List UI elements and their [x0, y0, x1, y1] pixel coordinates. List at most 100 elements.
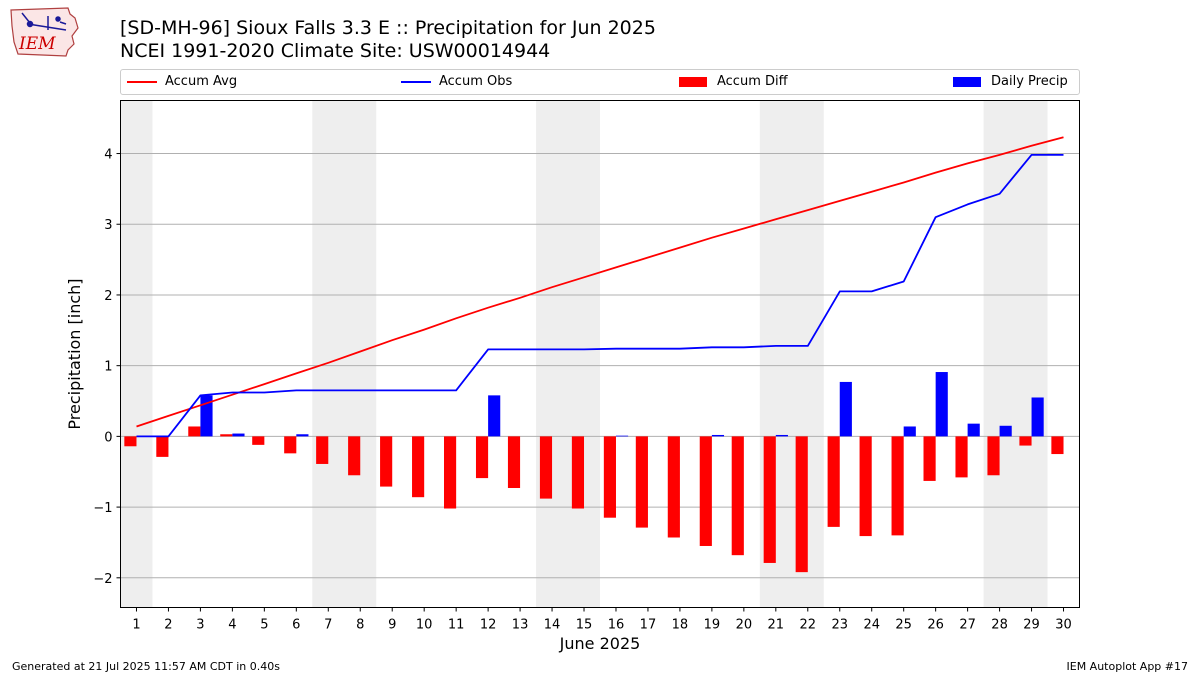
y-tick-label: 2	[104, 289, 112, 304]
x-tick-label: 7	[324, 618, 332, 633]
x-tick-label: 9	[388, 618, 396, 633]
accum-diff-bar	[955, 436, 968, 478]
accum-diff-bar	[539, 436, 553, 499]
daily-precip-bar	[488, 395, 501, 437]
x-axis-label: June 2025	[559, 634, 641, 653]
daily-precip-bar	[903, 426, 916, 437]
iem-logo: IEM	[10, 7, 79, 57]
x-tick-label: 22	[800, 618, 817, 633]
x-tick-label: 19	[704, 618, 721, 633]
daily-precip-bar	[615, 435, 629, 437]
x-tick-label: 5	[260, 618, 268, 633]
chart-subtitle: NCEI 1991-2020 Climate Site: USW00014944	[120, 40, 551, 62]
autoplot-app-id: IEM Autoplot App #17	[1066, 660, 1189, 673]
y-axis-label: Precipitation [inch]	[65, 278, 84, 429]
x-tick-label: 4	[228, 618, 236, 633]
accum-diff-bar	[348, 436, 361, 476]
legend-swatch-accum-obs	[401, 81, 431, 83]
y-tick-label: −1	[93, 501, 112, 516]
weather-station-icon	[21, 12, 67, 31]
daily-precip-bar	[839, 381, 852, 437]
x-tick-label: 21	[768, 618, 785, 633]
x-tick-label: 26	[927, 618, 944, 633]
accum-diff-bar	[252, 436, 265, 445]
daily-precip-bar	[967, 423, 980, 437]
accum-diff-bar	[1051, 436, 1064, 455]
accum-diff-bar	[731, 436, 744, 556]
x-tick-label: 30	[1055, 618, 1072, 633]
accum-diff-bar	[316, 436, 329, 464]
x-tick-label: 18	[672, 618, 689, 633]
accum-diff-bar	[475, 436, 489, 479]
daily-precip-bar	[775, 434, 788, 437]
legend-swatch-accum-avg	[127, 81, 157, 83]
accum-diff-bar	[284, 436, 297, 454]
legend-label-accum-diff: Accum Diff	[717, 74, 788, 89]
accum-diff-bar	[412, 436, 425, 498]
x-tick-label: 24	[863, 618, 880, 633]
y-tick-label: 4	[104, 148, 112, 163]
accum-diff-bar	[380, 436, 393, 487]
x-tick-label: 29	[1023, 618, 1040, 633]
daily-precip-bar	[232, 433, 245, 437]
accum-diff-bar	[635, 436, 648, 528]
accum-diff-bar	[156, 436, 169, 457]
weekend-shading	[312, 100, 377, 608]
weekend-shading	[983, 100, 1048, 608]
accum-diff-bar	[507, 436, 521, 488]
legend-label-accum-avg: Accum Avg	[165, 74, 238, 89]
accum-diff-bar	[571, 436, 585, 509]
accum-diff-bar	[923, 436, 936, 481]
weekend-shading	[536, 100, 600, 608]
daily-precip-bar	[200, 395, 213, 437]
x-tick-label: 3	[196, 618, 204, 633]
accum-obs-line	[136, 153, 1064, 438]
x-tick-label: 14	[544, 618, 561, 633]
weekend-shading	[120, 100, 153, 608]
x-tick-label: 16	[608, 618, 625, 633]
accum-diff-bar	[859, 436, 872, 537]
x-tick-label: 11	[448, 618, 465, 633]
x-tick-label: 15	[576, 618, 593, 633]
accum-diff-bar	[763, 436, 776, 563]
y-tick-label: 1	[104, 360, 112, 375]
chart-title: [SD-MH-96] Sioux Falls 3.3 E :: Precipit…	[120, 17, 656, 39]
accum-avg-line	[136, 136, 1064, 428]
x-tick-label: 27	[959, 618, 976, 633]
daily-precip-bar	[999, 425, 1012, 437]
accum-diff-bar	[1019, 436, 1032, 446]
accum-diff-bar	[220, 434, 233, 437]
x-tick-label: 28	[991, 618, 1008, 633]
x-tick-label: 20	[736, 618, 753, 633]
x-tick-label: 2	[164, 618, 172, 633]
accum-diff-bar	[827, 436, 840, 527]
x-tick-label: 25	[895, 618, 912, 633]
daily-precip-bar	[296, 434, 309, 437]
legend-label-accum-obs: Accum Obs	[439, 74, 513, 89]
x-tick-label: 13	[512, 618, 529, 633]
legend-label-daily-precip: Daily Precip	[991, 74, 1068, 89]
y-tick-label: 3	[104, 218, 112, 233]
accum-diff-bar	[667, 436, 680, 538]
y-tick-label: 0	[104, 430, 112, 445]
x-tick-label: 8	[356, 618, 364, 633]
accum-diff-bar	[699, 436, 712, 546]
chart-legend: Accum Avg Accum Obs Accum Diff Daily Pre…	[120, 69, 1080, 95]
accum-diff-bar	[987, 436, 1000, 476]
x-tick-label: 12	[480, 618, 497, 633]
x-tick-label: 1	[132, 618, 140, 633]
daily-precip-bar	[711, 434, 725, 437]
x-tick-label: 17	[640, 618, 657, 633]
daily-precip-bar	[1031, 397, 1044, 437]
x-tick-label: 10	[416, 618, 433, 633]
x-tick-label: 23	[831, 618, 848, 633]
x-tick-label: 6	[292, 618, 300, 633]
plot-frame	[120, 100, 1080, 608]
accum-diff-bar	[603, 436, 616, 518]
accum-diff-bar	[891, 436, 904, 536]
y-tick-label: −2	[93, 572, 112, 587]
daily-precip-bar	[935, 372, 948, 437]
accum-diff-bar	[444, 436, 457, 509]
accum-diff-bar	[795, 436, 808, 573]
